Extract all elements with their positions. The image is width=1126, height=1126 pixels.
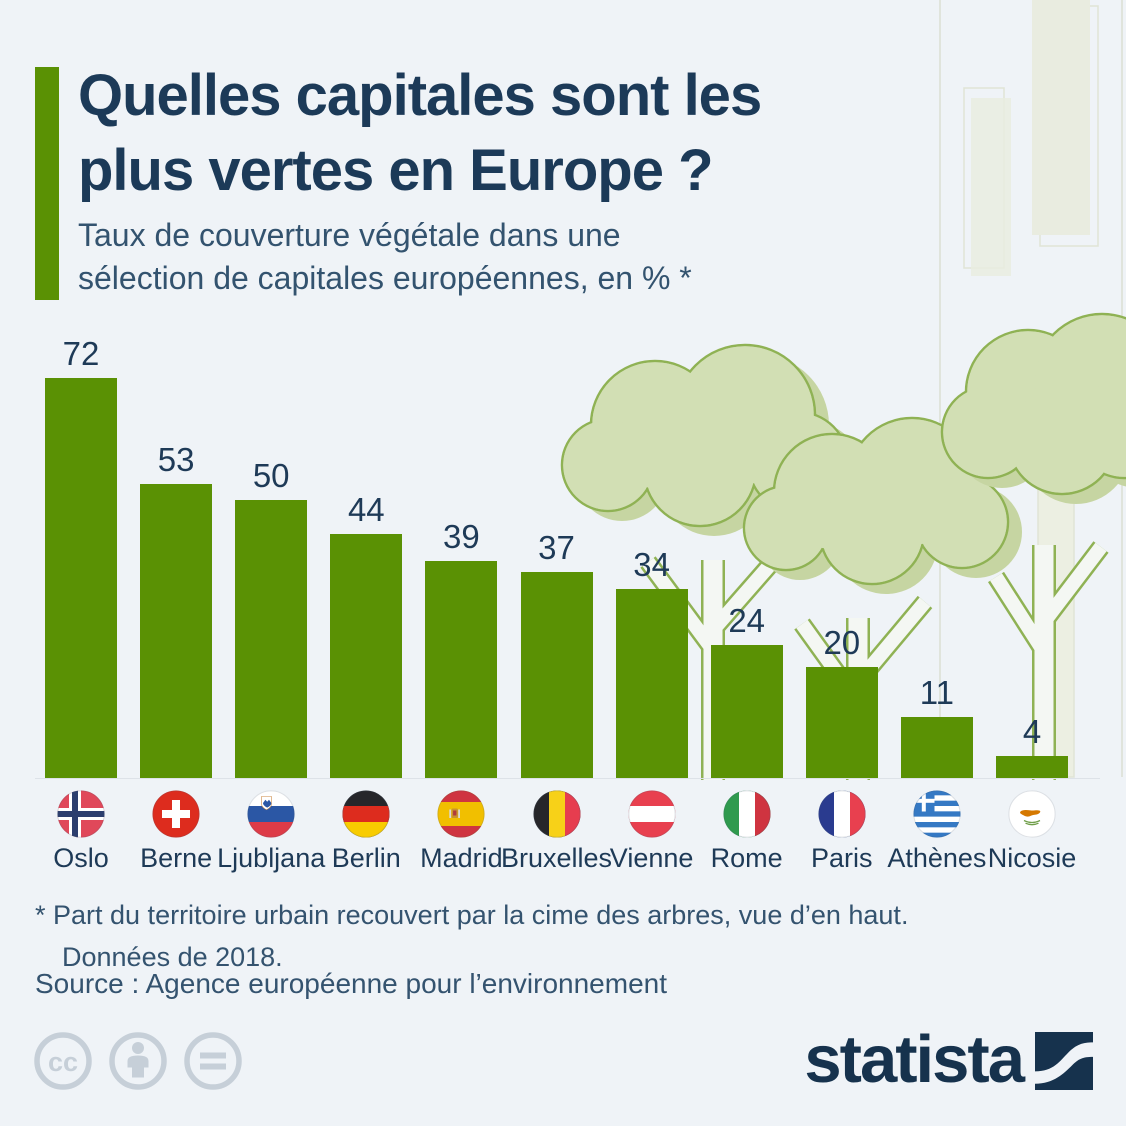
country-label-oslo: Oslo (53, 843, 109, 873)
bar-value-berne: 53 (157, 441, 195, 478)
bar-berne (140, 484, 213, 778)
flag-berlin (342, 790, 390, 838)
statista-logo[interactable]: statista (804, 1022, 1093, 1097)
statista-logo-mark-icon (1035, 1032, 1093, 1090)
flag-oslo (57, 790, 105, 838)
page-subtitle: Taux de couverture végétale dans une sél… (78, 214, 692, 300)
bar-value-madrid: 39 (443, 518, 480, 555)
country-label-paris: Paris (811, 843, 873, 873)
page-title: Quelles capitales sont les plus vertes e… (78, 58, 762, 208)
footnote-line-2: Données de 2018. (62, 942, 283, 972)
bar-value-paris: 20 (823, 624, 861, 661)
france-flag-icon (818, 790, 866, 838)
bar-value-oslo: 72 (62, 335, 100, 372)
title-accent-bar (35, 67, 59, 300)
cyprus-flag-icon (1008, 790, 1056, 838)
country-label-rome: Rome (710, 843, 783, 873)
flag-vienne (627, 790, 676, 838)
bar-nicosie (996, 756, 1068, 778)
cc-by-person-icon[interactable] (109, 1032, 167, 1090)
flag-berne (152, 790, 200, 838)
bar-athenes (900, 717, 973, 778)
norway-flag-icon (57, 790, 105, 838)
bar-value-athenes: 11 (919, 674, 955, 711)
footnote: * Part du territoire urbain recouvert pa… (35, 894, 908, 978)
bar-value-rome: 24 (728, 602, 766, 639)
country-label-madrid: Madrid (420, 843, 503, 873)
greece-flag-icon (913, 790, 961, 838)
subtitle-line-2: sélection de capitales européennes, en %… (78, 260, 692, 296)
spain-flag-icon (437, 790, 485, 838)
belgium-flag-icon (532, 790, 581, 838)
footnote-line-1: * Part du territoire urbain recouvert pa… (35, 900, 909, 930)
country-label-nicosie: Nicosie (987, 843, 1077, 873)
country-label-berlin: Berlin (331, 843, 401, 873)
flag-athenes (913, 790, 961, 838)
source-line: Source : Agence européenne pour l’enviro… (35, 968, 667, 999)
bar-oslo (45, 378, 117, 778)
bar-value-ljubljana: 50 (252, 457, 290, 494)
austria-flag-icon (627, 790, 676, 838)
statista-wordmark: statista (804, 1022, 1025, 1097)
flag-nicosie (1008, 790, 1056, 838)
switzerland-flag-icon (152, 790, 200, 838)
bar-value-bruxelles: 37 (538, 529, 575, 566)
germany-flag-icon (342, 790, 390, 838)
country-label-berne: Berne (140, 843, 213, 873)
flag-madrid (437, 790, 485, 838)
svg-text:cc: cc (48, 1047, 78, 1077)
bar-ljubljana (235, 500, 308, 778)
bar-rome (710, 645, 783, 778)
bar-berlin (330, 534, 403, 778)
cc-icon[interactable]: cc (34, 1032, 92, 1090)
bar-vienne (615, 589, 688, 778)
bar-paris (805, 667, 878, 778)
country-label-ljubljana: Ljubljana (217, 843, 326, 873)
bar-value-vienne: 34 (633, 546, 670, 583)
flag-ljubljana (247, 790, 295, 838)
flag-bruxelles (532, 790, 581, 838)
title-line-1: Quelles capitales sont les (78, 63, 762, 128)
subtitle-line-1: Taux de couverture végétale dans une (78, 217, 621, 253)
country-label-vienne: Vienne (609, 843, 694, 873)
bar-value-nicosie: 4 (1022, 713, 1042, 750)
country-label-bruxelles: Bruxelles (500, 843, 613, 873)
creative-commons-license-icons[interactable]: cc (32, 1030, 262, 1094)
bar-madrid (425, 561, 498, 778)
italy-flag-icon (723, 790, 771, 838)
bar-value-berlin: 44 (347, 491, 385, 528)
country-label-athenes: Athènes (887, 843, 987, 873)
flag-paris (818, 790, 866, 838)
title-line-2: plus vertes en Europe ? (78, 138, 714, 203)
slovenia-flag-icon (247, 790, 295, 838)
flag-rome (723, 790, 771, 838)
cc-nd-equals-icon[interactable] (184, 1032, 242, 1090)
bar-bruxelles (520, 572, 593, 778)
chart-baseline (35, 778, 1100, 779)
